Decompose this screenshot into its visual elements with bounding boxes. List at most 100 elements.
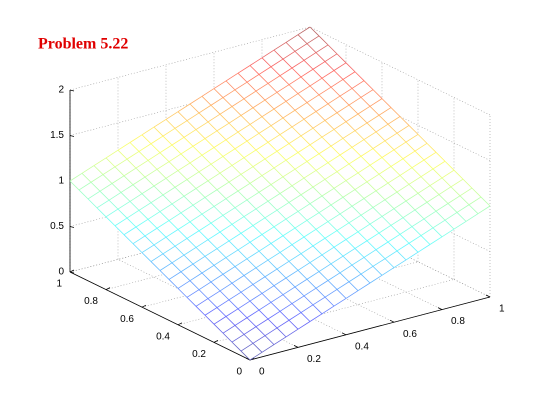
mesh-line xyxy=(156,169,167,179)
mesh-line xyxy=(354,189,365,199)
mesh-line xyxy=(255,208,266,219)
mesh-line xyxy=(315,44,329,53)
mesh-line xyxy=(213,316,227,325)
mesh-line xyxy=(105,216,116,227)
mesh-line xyxy=(189,213,203,223)
mesh-line xyxy=(195,129,206,139)
mesh-line xyxy=(315,170,326,180)
mesh-line xyxy=(246,199,257,210)
mesh-line xyxy=(255,267,266,278)
mesh-line xyxy=(231,216,245,225)
mesh-line xyxy=(366,173,380,183)
mesh-line xyxy=(366,240,377,250)
mesh-line xyxy=(207,172,221,182)
mesh-line xyxy=(255,259,269,269)
mesh-line xyxy=(420,168,434,177)
mesh-line xyxy=(375,182,389,192)
mesh-line xyxy=(363,80,374,90)
mesh-line xyxy=(78,181,92,191)
mesh-line xyxy=(240,166,254,175)
mesh-line xyxy=(405,192,419,202)
mesh-line xyxy=(297,203,311,212)
mesh-line xyxy=(318,35,329,46)
mesh-line xyxy=(369,157,383,166)
mesh-line xyxy=(207,113,221,123)
mesh-line xyxy=(291,67,302,78)
mesh-line xyxy=(135,160,149,169)
grid-line xyxy=(165,246,347,336)
mesh-line xyxy=(453,169,464,180)
mesh-line xyxy=(225,190,239,200)
mesh-line xyxy=(402,209,416,218)
mesh-line xyxy=(213,206,224,216)
mesh-line xyxy=(207,298,218,308)
mesh-line xyxy=(345,180,356,190)
mesh-line xyxy=(198,104,212,114)
mesh-line xyxy=(165,236,176,247)
mesh-line xyxy=(222,332,233,343)
mesh-line xyxy=(456,212,467,222)
mesh-line xyxy=(261,293,272,303)
chart-title: Problem 5.22 xyxy=(38,36,128,53)
mesh-line xyxy=(276,150,287,161)
mesh-line xyxy=(114,158,128,168)
mesh-line xyxy=(309,77,323,87)
mesh-line xyxy=(285,159,296,170)
mesh-line xyxy=(78,189,89,200)
mesh-line xyxy=(198,112,209,123)
mesh-line xyxy=(195,247,206,257)
mesh-line xyxy=(147,211,161,220)
mesh-line xyxy=(228,240,239,251)
mesh-line xyxy=(282,51,296,60)
mesh-line xyxy=(171,195,185,205)
mesh-line xyxy=(225,316,236,326)
mesh-line xyxy=(198,171,209,182)
mesh-line xyxy=(420,176,431,186)
mesh-line xyxy=(330,86,341,97)
mesh-line xyxy=(363,257,374,267)
mesh-line xyxy=(222,89,236,98)
mesh-line xyxy=(225,198,236,208)
mesh-line xyxy=(213,257,227,266)
mesh-line xyxy=(393,149,404,160)
mesh-line xyxy=(183,129,197,138)
mesh-line xyxy=(273,49,284,60)
mesh-line xyxy=(303,111,317,120)
mesh-line xyxy=(300,76,311,87)
mesh-line xyxy=(204,138,215,148)
mesh-line xyxy=(348,163,359,174)
grid-line xyxy=(213,233,395,323)
mesh-line xyxy=(114,225,125,235)
mesh-line xyxy=(261,175,272,185)
mesh-line xyxy=(123,167,137,177)
mesh-line xyxy=(396,191,407,202)
mesh-line xyxy=(390,166,401,176)
mesh-line xyxy=(237,249,248,260)
mesh-line xyxy=(285,218,296,229)
mesh-line xyxy=(330,204,341,215)
mesh-line xyxy=(198,163,212,173)
mesh-line xyxy=(285,101,296,111)
mesh-line xyxy=(342,79,353,89)
mesh-line xyxy=(396,184,410,193)
mesh-line xyxy=(279,311,290,321)
mesh-line xyxy=(309,136,323,146)
mesh-line xyxy=(276,84,290,93)
mesh-line xyxy=(105,149,119,159)
mesh-line xyxy=(354,240,368,249)
mesh-line xyxy=(252,284,263,294)
mesh-line xyxy=(396,250,407,261)
mesh-line xyxy=(288,76,302,85)
mesh-line xyxy=(366,122,377,133)
mesh-line xyxy=(198,289,209,299)
mesh-line xyxy=(459,187,473,197)
mesh-line xyxy=(204,130,218,139)
mesh-line xyxy=(213,139,227,148)
mesh-line xyxy=(327,221,338,231)
mesh-line xyxy=(333,129,344,139)
mesh-line xyxy=(258,250,269,261)
mesh-line xyxy=(210,97,224,106)
mesh-line xyxy=(354,122,368,131)
mesh-line xyxy=(108,192,122,201)
mesh-line xyxy=(240,232,251,243)
